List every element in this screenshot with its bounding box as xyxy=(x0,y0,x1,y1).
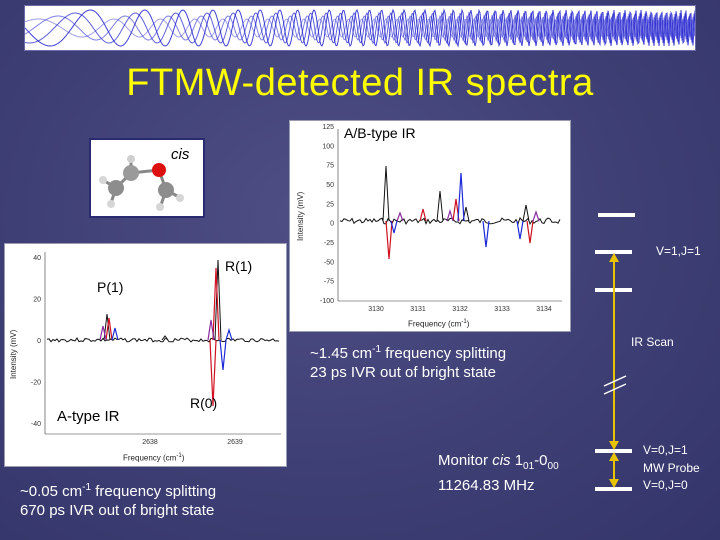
slide-title: FTMW-detected IR spectra xyxy=(126,62,594,104)
a-splitting-note: ~0.05 cm-1 frequency splitting 670 ps IV… xyxy=(20,482,217,519)
ab-ytick-label: -100 xyxy=(320,298,334,305)
ab-xlabel: Frequency (cm-1) xyxy=(408,319,470,329)
ab-type-spectrum-panel: A/B-type IR 125 100 75 50 25 0 -25 -50 -75 -100 3… xyxy=(289,120,571,332)
a-ytick-label: -40 xyxy=(31,421,41,428)
v0-j1-label: V=0,J=1 xyxy=(643,443,688,457)
a-type-spectrum-panel: 40 20 0 -20 -40 2638 2639 Intensity (mV) Freq… xyxy=(4,243,287,467)
ab-ytick-label: 25 xyxy=(326,201,334,208)
ab-ytick-label: -50 xyxy=(324,259,334,266)
v1-j1-label: V=1,J=1 xyxy=(656,244,701,258)
ab-xtick-label: 3130 xyxy=(368,306,384,313)
banner-wave-pattern xyxy=(24,8,696,48)
ab-xtick-label: 3133 xyxy=(494,306,510,313)
a-xtick-label: 2639 xyxy=(227,439,243,446)
mw-probe-label: MW Probe xyxy=(643,461,700,475)
a-ytick-label: 0 xyxy=(37,338,41,345)
energy-level-diagram xyxy=(595,213,635,491)
r0-transition-label: R(0) xyxy=(190,395,218,411)
molecule-structure-image xyxy=(99,155,184,211)
ab-ytick-label: 75 xyxy=(326,163,334,170)
ab-splitting-note: ~1.45 cm-1 frequency splitting 23 ps IVR… xyxy=(310,344,507,381)
molecule-panel: cis xyxy=(89,138,205,218)
ab-ytick-label: 0 xyxy=(330,221,334,228)
ab-ytick-label: 100 xyxy=(322,143,334,150)
ir-scan-label: IR Scan xyxy=(631,335,674,349)
a-xlabel: Frequency (cm-1) xyxy=(123,453,185,463)
ab-type-label: A/B-type IR xyxy=(344,125,416,141)
a-type-label: A-type IR xyxy=(57,408,120,425)
ab-xtick-label: 3134 xyxy=(536,306,552,313)
ab-ytick-label: -25 xyxy=(324,240,334,247)
a-ytick-label: 20 xyxy=(33,297,41,304)
ab-ytick-label: -75 xyxy=(324,279,334,286)
ab-xtick-label: 3131 xyxy=(410,306,426,313)
r1-transition-label: R(1) xyxy=(225,258,253,274)
a-xtick-label: 2638 xyxy=(142,439,158,446)
p1-transition-label: P(1) xyxy=(97,279,124,295)
a-ytick-label: -20 xyxy=(31,380,41,387)
a-type-spectrum-plot: 40 20 0 -20 -40 2638 2639 xyxy=(31,252,281,446)
monitor-transition-note: Monitor cis 101-000 11264.83 MHz xyxy=(438,452,559,494)
ab-ytick-label: 125 xyxy=(322,124,334,131)
axis-break-mark xyxy=(603,375,627,387)
header-banner xyxy=(24,5,696,51)
ab-type-spectrum-plot: 125 100 75 50 25 0 -25 -50 -75 -100 3130 3131 3132 3… xyxy=(320,124,562,313)
a-ytick-label: 40 xyxy=(33,255,41,262)
a-ylabel: Intensity (mV) xyxy=(9,329,18,379)
v0-j0-label: V=0,J=0 xyxy=(643,478,688,492)
ab-xtick-label: 3132 xyxy=(452,306,468,313)
ab-ytick-label: 50 xyxy=(326,182,334,189)
ab-ylabel: Intensity (mV) xyxy=(296,191,305,241)
molecule-label: cis xyxy=(171,146,190,163)
